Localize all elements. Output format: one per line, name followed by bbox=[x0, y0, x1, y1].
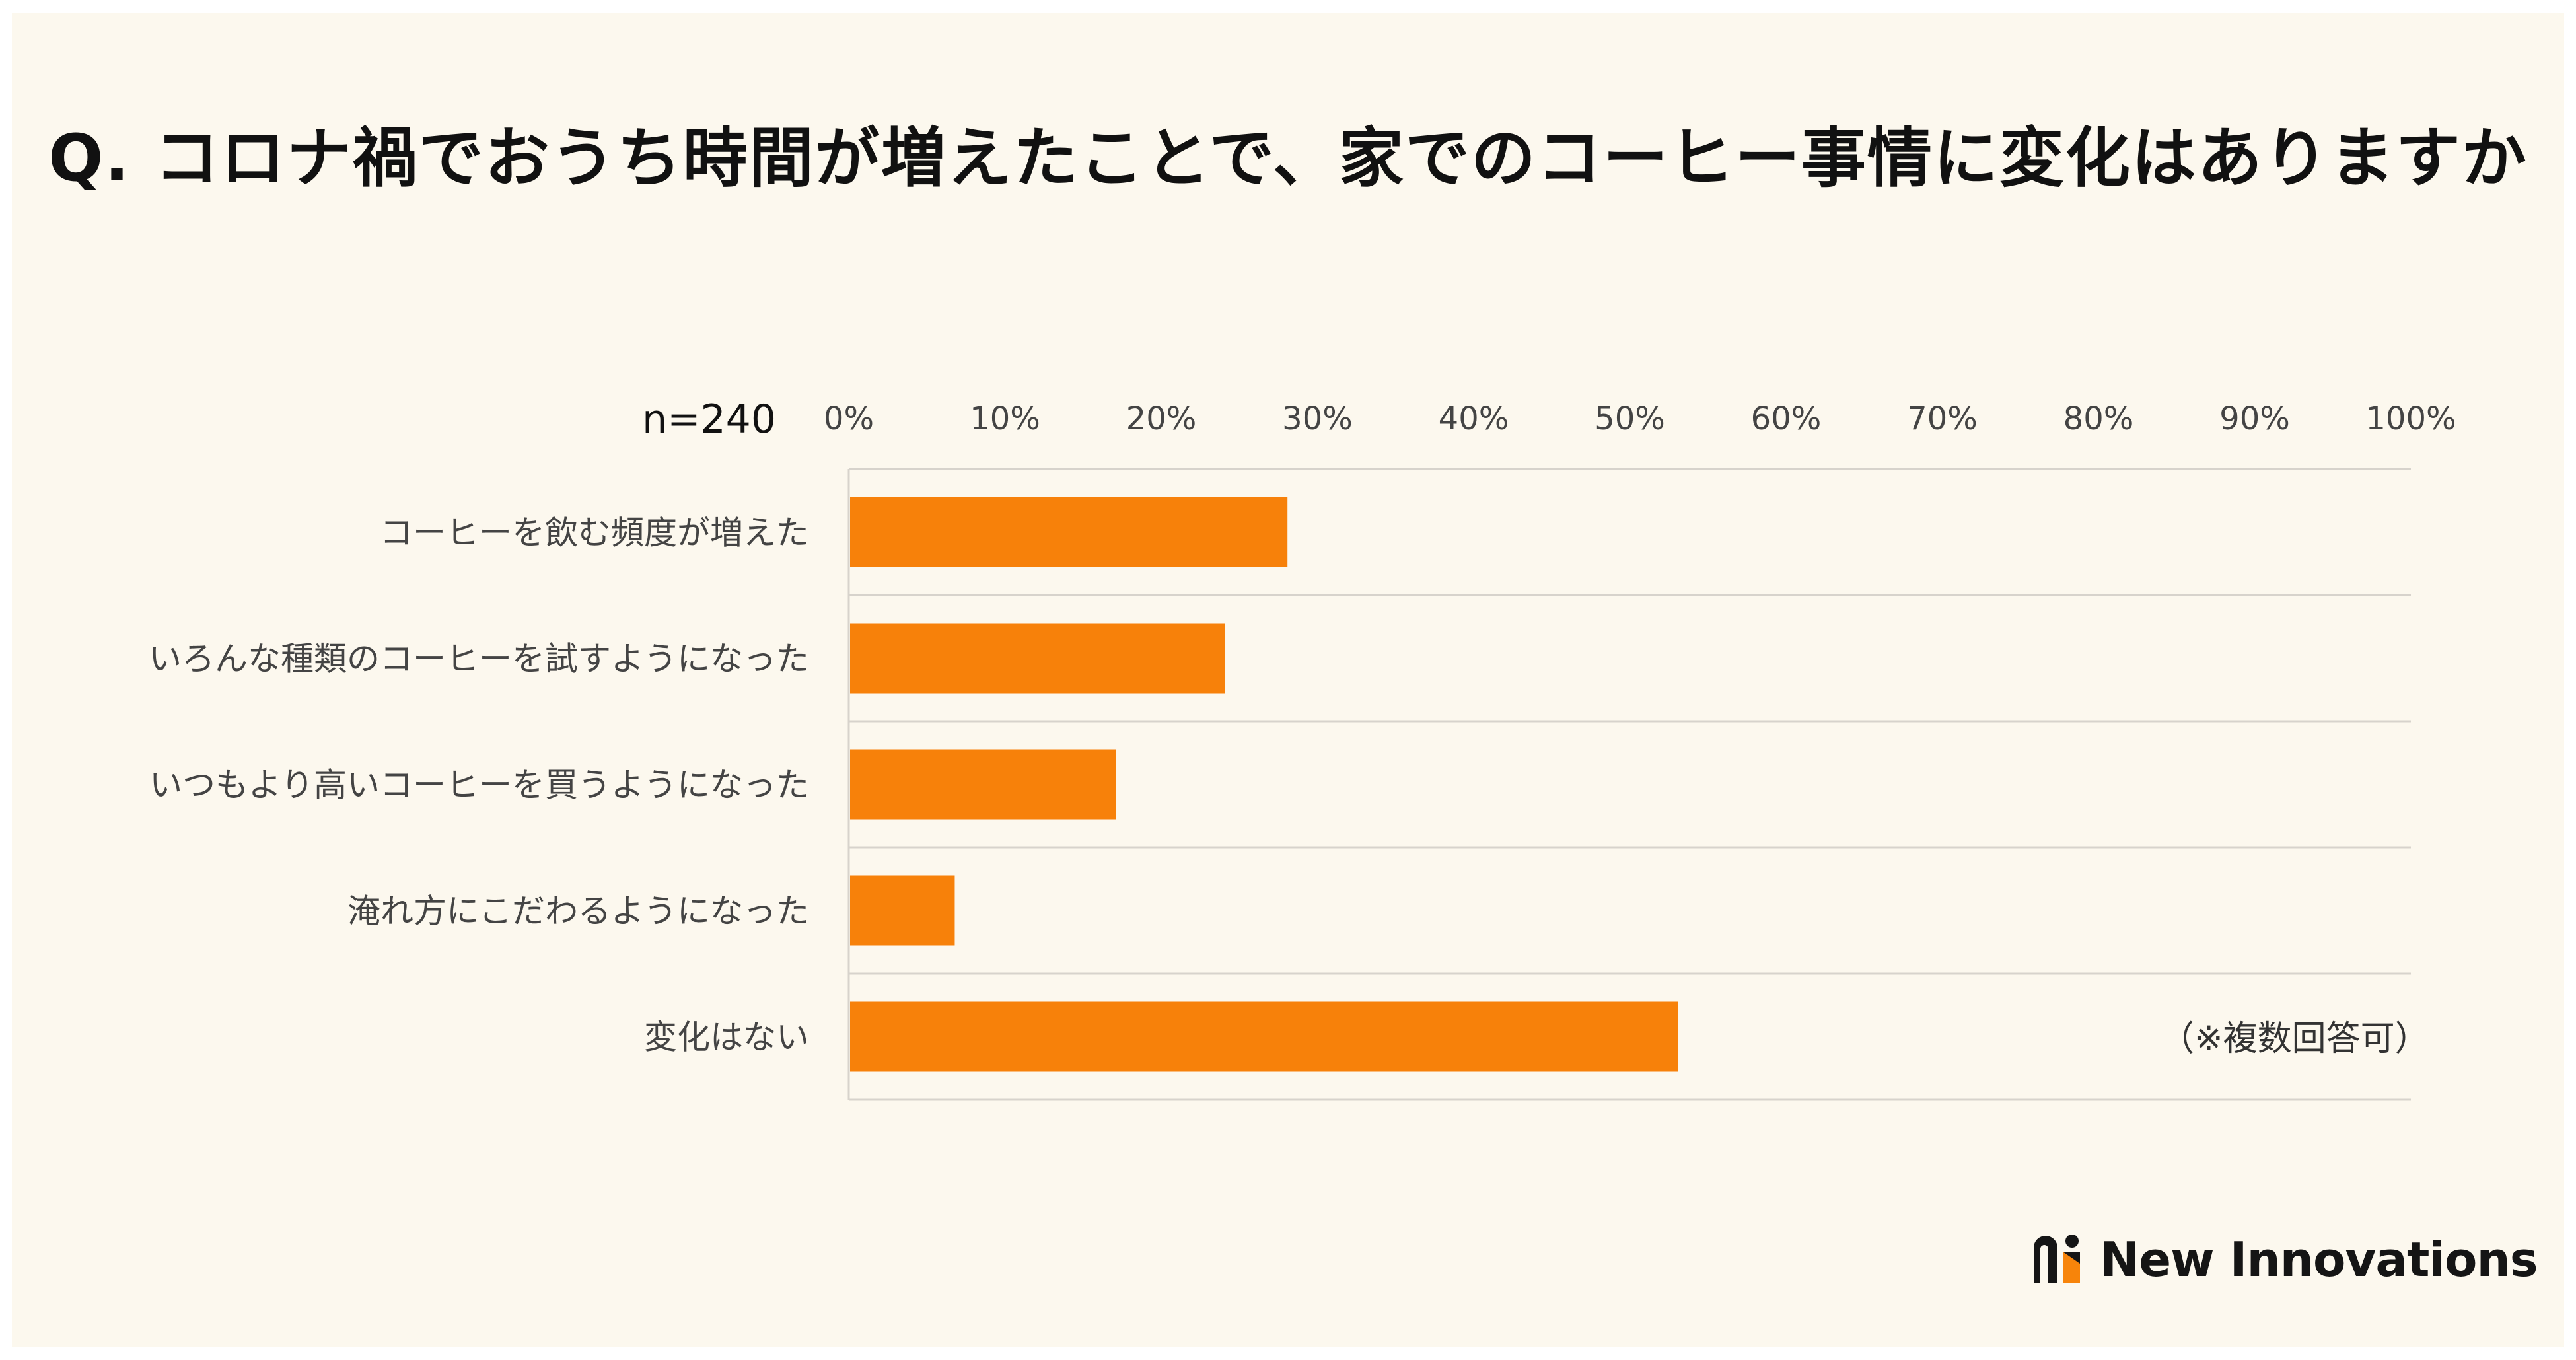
x-tick-label: 50% bbox=[1594, 400, 1665, 437]
category-label: いつもより高いコーヒーを買うようになった bbox=[149, 766, 809, 805]
x-tick-label: 100% bbox=[2365, 400, 2456, 437]
x-tick-label: 90% bbox=[2219, 400, 2290, 437]
bar bbox=[850, 623, 1225, 694]
x-tick-label: 60% bbox=[1751, 400, 1822, 437]
brand-name: New Innovations bbox=[2100, 1232, 2538, 1287]
x-tick-label: 30% bbox=[1282, 400, 1353, 437]
x-tick-label: 10% bbox=[970, 400, 1040, 437]
sample-size-label: n=240 bbox=[642, 396, 776, 443]
x-tick-label: 0% bbox=[824, 400, 874, 437]
category-label: いろんな種類のコーヒーを試すようになった bbox=[149, 640, 809, 678]
x-tick-label: 20% bbox=[1126, 400, 1197, 437]
bar bbox=[850, 497, 1288, 567]
bar bbox=[850, 1001, 1678, 1072]
bar bbox=[850, 875, 955, 946]
category-label: コーヒーを飲む頻度が増えた bbox=[380, 514, 809, 552]
chart-card bbox=[12, 13, 2564, 1347]
x-tick-label: 70% bbox=[1907, 400, 1978, 437]
x-tick-label: 80% bbox=[2063, 400, 2134, 437]
question-title: Q. コロナ禍でおうち時間が増えたことで、家でのコーヒー事情に変化はありますか bbox=[48, 121, 2528, 196]
x-tick-label: 40% bbox=[1439, 400, 1509, 437]
category-label: 変化はない bbox=[644, 1019, 809, 1057]
bar bbox=[850, 749, 1116, 820]
category-label: 淹れ方にこだわるようになった bbox=[347, 892, 809, 931]
brand-logo: New Innovations bbox=[2031, 1230, 2538, 1289]
new-innovations-logo-icon bbox=[2034, 1235, 2080, 1283]
multiple-answer-note: （※複数回答可） bbox=[2160, 1019, 2429, 1059]
